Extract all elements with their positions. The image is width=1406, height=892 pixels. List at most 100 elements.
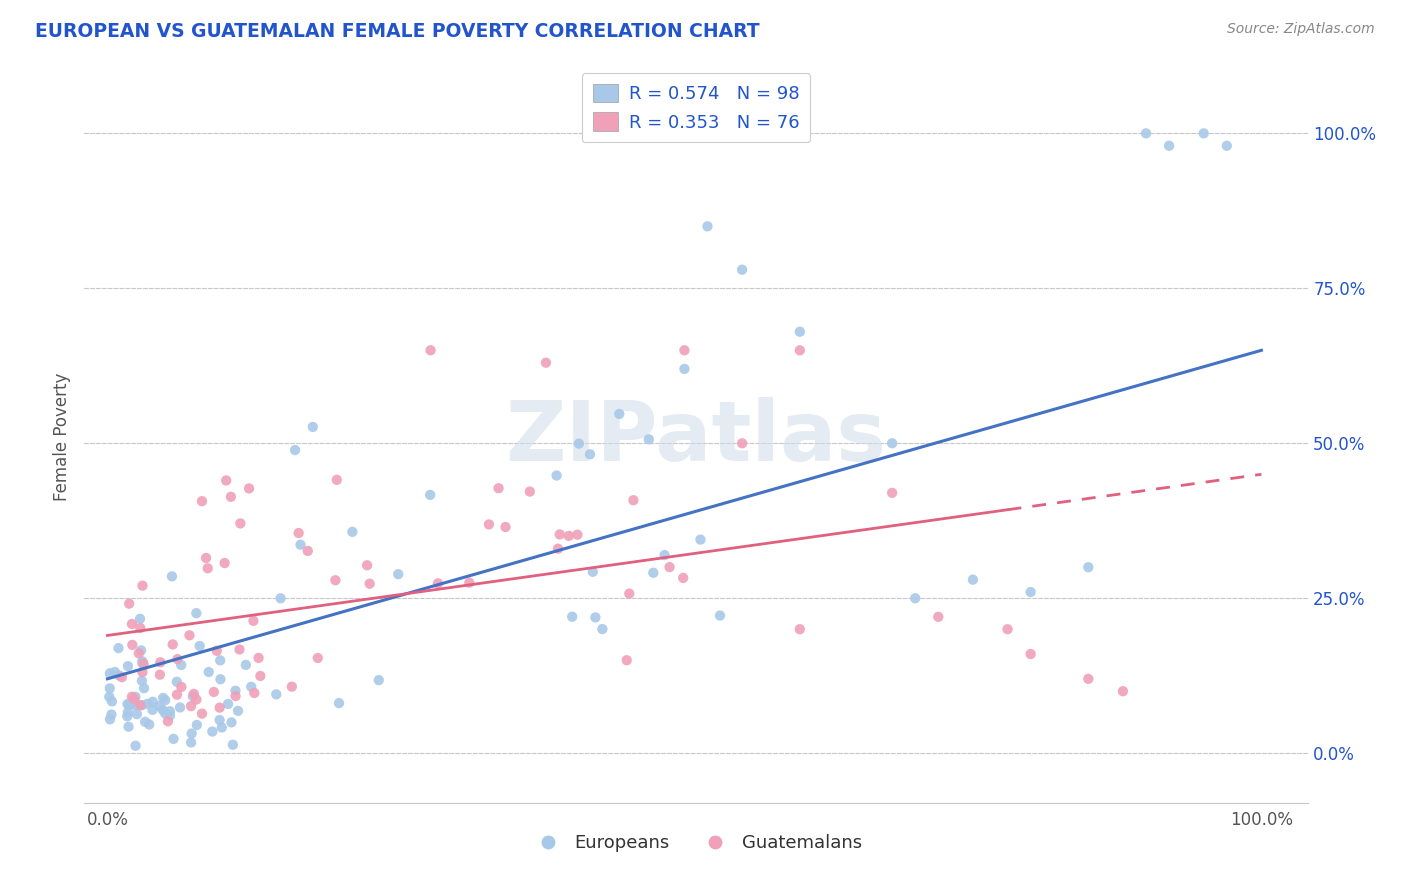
Point [301,420,323,434]
Point [117,659,139,673]
Point [191,706,214,721]
Point [153,693,176,707]
Point [100,707,122,722]
Point [478,517,501,532]
Point [191,494,214,508]
Point [211,721,233,735]
Point [180,726,202,740]
Point [111,670,134,684]
Point [149,655,172,669]
Point [159,704,181,718]
Point [1159,138,1181,153]
Point [1077,672,1099,686]
Point [128,646,150,660]
Point [131,579,153,593]
Point [121,638,143,652]
Point [696,219,718,234]
Point [129,698,152,713]
Point [619,586,641,600]
Text: ZIPatlas: ZIPatlas [506,397,886,477]
Point [927,610,949,624]
Point [249,669,271,683]
Point [328,696,350,710]
Point [149,667,172,681]
Point [962,573,984,587]
Point [131,665,153,679]
Point [1019,647,1042,661]
Point [117,705,139,719]
Point [672,571,695,585]
Point [179,628,201,642]
Point [297,544,319,558]
Point [325,574,347,588]
Point [136,697,159,711]
Point [561,609,583,624]
Point [616,653,638,667]
Point [188,639,211,653]
Point [519,484,541,499]
Point [217,697,239,711]
Point [582,565,605,579]
Point [568,436,591,450]
Point [98,690,121,704]
Point [673,343,696,358]
Point [546,468,568,483]
Point [170,658,193,673]
Point [186,692,208,706]
Point [98,681,121,696]
Point [186,718,208,732]
Point [547,541,569,556]
Point [882,486,904,500]
Point [209,673,232,687]
Point [205,644,228,658]
Point [166,688,188,702]
Point [579,447,602,461]
Point [1019,585,1042,599]
Point [281,680,304,694]
Point [156,714,179,729]
Point [427,576,450,591]
Point [202,685,225,699]
Point [658,560,681,574]
Point [107,641,129,656]
Point [607,407,630,421]
Point [387,567,409,582]
Point [98,666,121,681]
Point [789,325,811,339]
Point [621,493,644,508]
Point [534,356,557,370]
Point [284,443,307,458]
Point [186,606,208,620]
Point [242,614,264,628]
Point [181,690,204,704]
Point [131,654,153,668]
Point [247,651,270,665]
Point [307,651,329,665]
Point [124,690,146,704]
Point [170,680,193,694]
Point [201,724,224,739]
Point [214,556,236,570]
Point [121,690,143,704]
Point [169,700,191,714]
Point [224,683,246,698]
Point [222,738,245,752]
Point [270,591,292,606]
Point [159,708,181,723]
Point [166,652,188,666]
Point [689,533,711,547]
Point [287,526,309,541]
Point [240,680,263,694]
Point [367,673,389,687]
Y-axis label: Female Poverty: Female Poverty [53,373,72,501]
Point [904,591,927,606]
Point [208,700,231,714]
Point [1112,684,1135,698]
Point [208,713,231,727]
Point [1192,126,1215,140]
Point [115,709,138,723]
Point [148,699,170,714]
Point [132,681,155,696]
Point [118,597,141,611]
Point [134,714,156,729]
